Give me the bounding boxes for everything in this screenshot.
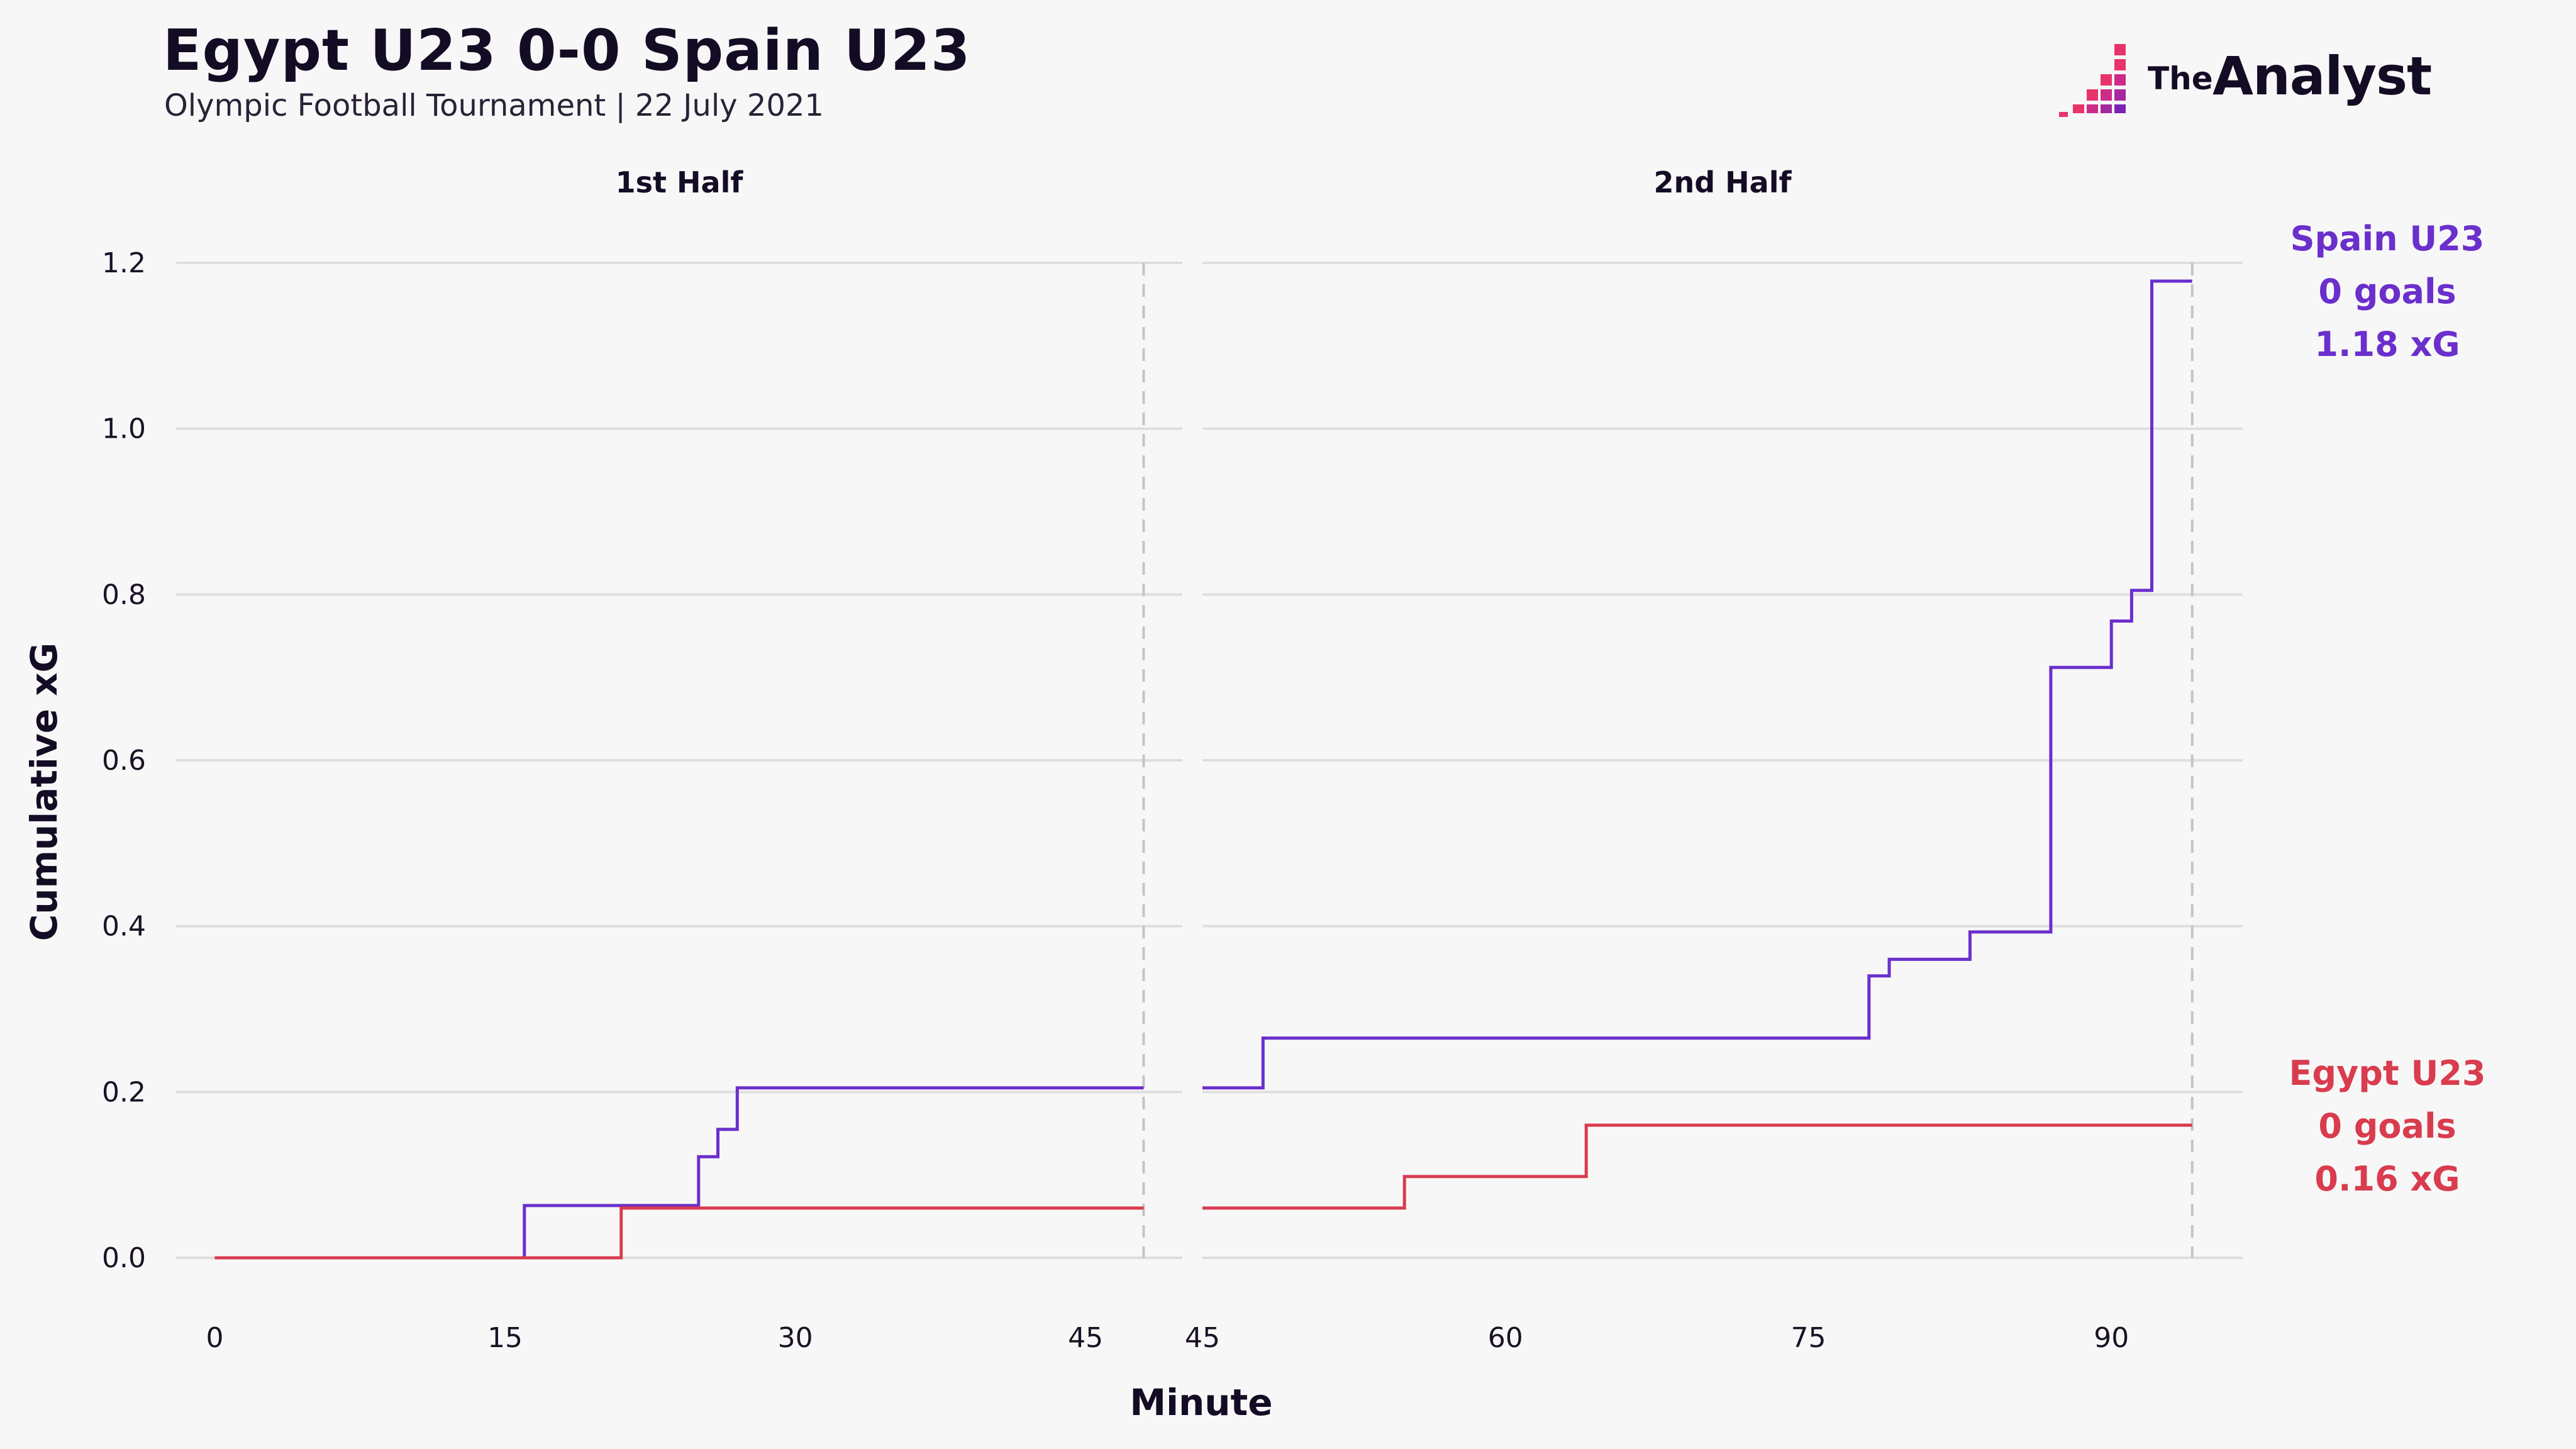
x-tick-label-first-half: 30 xyxy=(778,1322,813,1354)
xg-line-egypt-u23-first-half xyxy=(214,1206,1144,1260)
y-tick-label: 0.0 xyxy=(102,1242,146,1274)
team-goals-spain-u23: 0 goals xyxy=(2318,272,2456,311)
y-tick-label: 0.6 xyxy=(102,745,146,777)
x-tick-label-second-half: 75 xyxy=(1790,1322,1826,1354)
y-tick-label: 0.2 xyxy=(102,1076,146,1108)
chart-title: Egypt U23 0-0 Spain U23 xyxy=(163,18,971,84)
analyst-logo-icon xyxy=(2059,44,2126,117)
team-xg-spain-u23: 1.18 xG xyxy=(2314,325,2460,364)
y-tick-label: 1.0 xyxy=(102,413,146,445)
xg-line-egypt-u23-second-half xyxy=(1202,1123,2192,1210)
team-name-spain-u23: Spain U23 xyxy=(2290,219,2485,258)
x-tick-label-first-half: 15 xyxy=(487,1322,523,1354)
y-tick-label: 0.4 xyxy=(102,911,146,943)
chart-subtitle: Olympic Football Tournament | 22 July 20… xyxy=(164,88,824,123)
y-tick-label: 0.8 xyxy=(102,579,146,611)
x-tick-label-second-half: 45 xyxy=(1185,1322,1220,1354)
logo-text-the: The xyxy=(2148,60,2213,97)
xg-line-spain-u23-first-half xyxy=(214,1086,1144,1260)
x-tick-label-second-half: 90 xyxy=(2094,1322,2129,1354)
the-analyst-logo: The Analyst xyxy=(2057,42,2465,123)
team-name-egypt-u23: Egypt U23 xyxy=(2289,1053,2485,1093)
team-goals-egypt-u23: 0 goals xyxy=(2318,1106,2456,1146)
x-tick-label-second-half: 60 xyxy=(1488,1322,1523,1354)
x-tick-label-first-half: 0 xyxy=(206,1322,224,1354)
y-axis-label: Cumulative xG xyxy=(23,643,65,941)
y-tick-label: 1.2 xyxy=(102,247,146,279)
panel-title-first-half: 1st Half xyxy=(616,165,744,199)
xg-line-spain-u23-second-half xyxy=(1202,279,2192,1090)
x-tick-label-first-half: 45 xyxy=(1068,1322,1103,1354)
panel-title-second-half: 2nd Half xyxy=(1653,165,1792,199)
x-axis-label: Minute xyxy=(1130,1381,1272,1424)
team-xg-egypt-u23: 0.16 xG xyxy=(2314,1159,2460,1199)
logo-text-analyst: Analyst xyxy=(2212,45,2432,107)
